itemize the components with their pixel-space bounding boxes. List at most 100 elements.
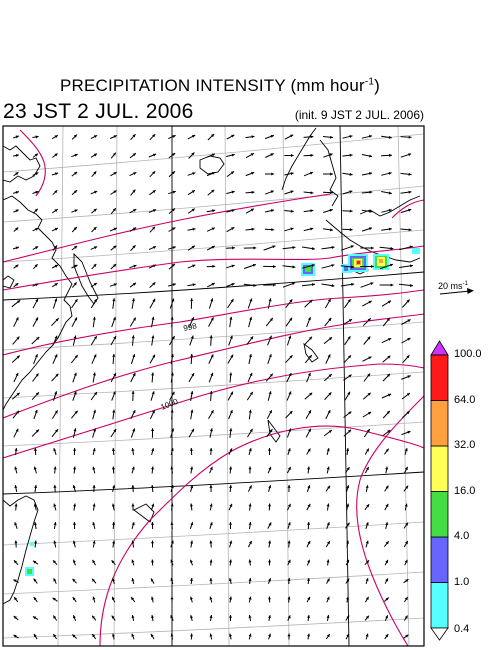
wind-vector-head <box>406 393 410 396</box>
wind-vector-head <box>73 282 77 286</box>
wind-vector-head <box>408 153 412 157</box>
wind-vector-head <box>131 298 135 302</box>
wind-vector-head <box>309 336 312 340</box>
wind-vector-head <box>74 355 78 359</box>
wind-vector-head <box>328 337 332 341</box>
wind-vector-head <box>73 134 77 138</box>
wind-vector-head <box>231 153 235 157</box>
wind-vector-head <box>268 578 271 582</box>
wind-vector-head <box>366 560 370 564</box>
wind-vector-head <box>55 172 59 176</box>
wind-vector-head <box>15 209 19 213</box>
colorbar-level-label: 1.0 <box>454 575 470 588</box>
wind-vector-head <box>268 298 272 302</box>
wind-vector-head <box>15 227 19 231</box>
wind-vector-head <box>209 335 213 339</box>
wind-vector-head <box>271 172 275 176</box>
wind-vector-head <box>73 615 76 619</box>
wind-reference-value: 20 ms <box>438 281 463 291</box>
wind-vector-head <box>385 597 389 601</box>
wind-vector-head <box>408 208 412 212</box>
wind-vector-head <box>190 633 193 637</box>
wind-vector-head <box>307 522 311 525</box>
wind-vector-head <box>94 299 97 303</box>
colorbar-level-label: 16.0 <box>454 484 476 497</box>
wind-vector-head <box>287 466 291 471</box>
wind-vector-head <box>229 559 232 563</box>
wind-reference-label: 20 ms-1 <box>438 281 468 291</box>
lat-lon-grid <box>3 126 424 646</box>
wind-vector-head <box>73 428 77 432</box>
wind-vector-head <box>152 264 156 268</box>
wind-vector-head <box>152 282 156 286</box>
wind-vector-head <box>309 392 313 396</box>
wind-vector-head <box>170 448 174 452</box>
wind-vector-head <box>369 154 373 158</box>
wind-vector-head <box>93 208 97 212</box>
wind-vector-head <box>54 135 58 139</box>
wind-vector-head <box>385 522 389 526</box>
wind-vector-head <box>15 191 19 194</box>
wind-vector-head <box>152 190 156 194</box>
wind-vector-head <box>410 283 413 287</box>
wind-vector-head <box>346 559 349 563</box>
wind-vector-head <box>151 316 155 320</box>
wind-vector-head <box>171 263 175 267</box>
wind-vector-head <box>34 208 38 212</box>
wind-vector-head <box>347 391 350 395</box>
wind-vector-head <box>152 298 156 302</box>
title-unit-exponent: -1 <box>364 76 375 88</box>
wind-vector-head <box>270 153 274 157</box>
wind-vector-head <box>229 372 233 376</box>
wind-vector-head <box>170 596 174 600</box>
chart-title: PRECIPITATION INTENSITY (mm hour-1) <box>0 76 440 96</box>
wind-vector-head <box>171 298 175 302</box>
wind-vector-head <box>288 391 292 395</box>
wind-vector-head <box>112 522 116 525</box>
wind-vector-head <box>113 283 117 287</box>
wind-vector-head <box>307 448 311 452</box>
colorbar-box <box>430 536 449 583</box>
wind-vector-head <box>287 633 291 637</box>
wind-vector-head <box>347 336 351 340</box>
wind-vector-head <box>273 283 276 287</box>
wind-vector-head <box>34 485 38 488</box>
valid-time: 23 JST 2 JUL. 2006 <box>3 100 194 123</box>
wind-vector-head <box>170 633 174 637</box>
wind-vector-head <box>328 374 332 378</box>
wind-vector-head <box>310 135 314 139</box>
colorbar-box <box>430 582 449 629</box>
wind-vector-head <box>170 372 174 376</box>
wind-vector-head <box>72 634 76 638</box>
wind-vector-head <box>192 227 196 231</box>
wind-vector-head <box>366 448 369 452</box>
wind-vector-head <box>191 317 194 321</box>
wind-vector-head <box>170 466 174 470</box>
wind-vector-head <box>210 298 214 302</box>
wind-vector-head <box>268 596 271 600</box>
wind-vector-head <box>330 191 333 195</box>
wind-vector-head <box>170 615 174 619</box>
wind-vector-head <box>132 428 136 432</box>
wind-vector-head <box>405 541 408 545</box>
wind-vector-head <box>249 372 253 377</box>
wind-vector-head <box>131 615 135 619</box>
wind-vector-head <box>368 300 372 304</box>
wind-vector-head <box>190 335 194 339</box>
wind-vector-head <box>268 448 271 451</box>
wind-vector-head <box>230 354 234 358</box>
wind-vector-head <box>152 171 156 175</box>
wind-vector-head <box>170 503 174 507</box>
wind-vector-head <box>172 283 176 287</box>
wind-vector-head <box>73 559 76 563</box>
wind-vector-head <box>151 596 154 600</box>
wind-vector-head <box>405 522 408 526</box>
wind-vector-head <box>326 503 330 507</box>
wind-vector-head <box>54 298 58 302</box>
wind-vector-head <box>35 283 39 287</box>
wind-vector-head <box>14 448 18 451</box>
wind-vector-head <box>151 335 155 339</box>
wind-vector-head <box>14 540 18 544</box>
wind-vector-head <box>73 335 77 339</box>
wind-vector-head <box>268 391 272 395</box>
